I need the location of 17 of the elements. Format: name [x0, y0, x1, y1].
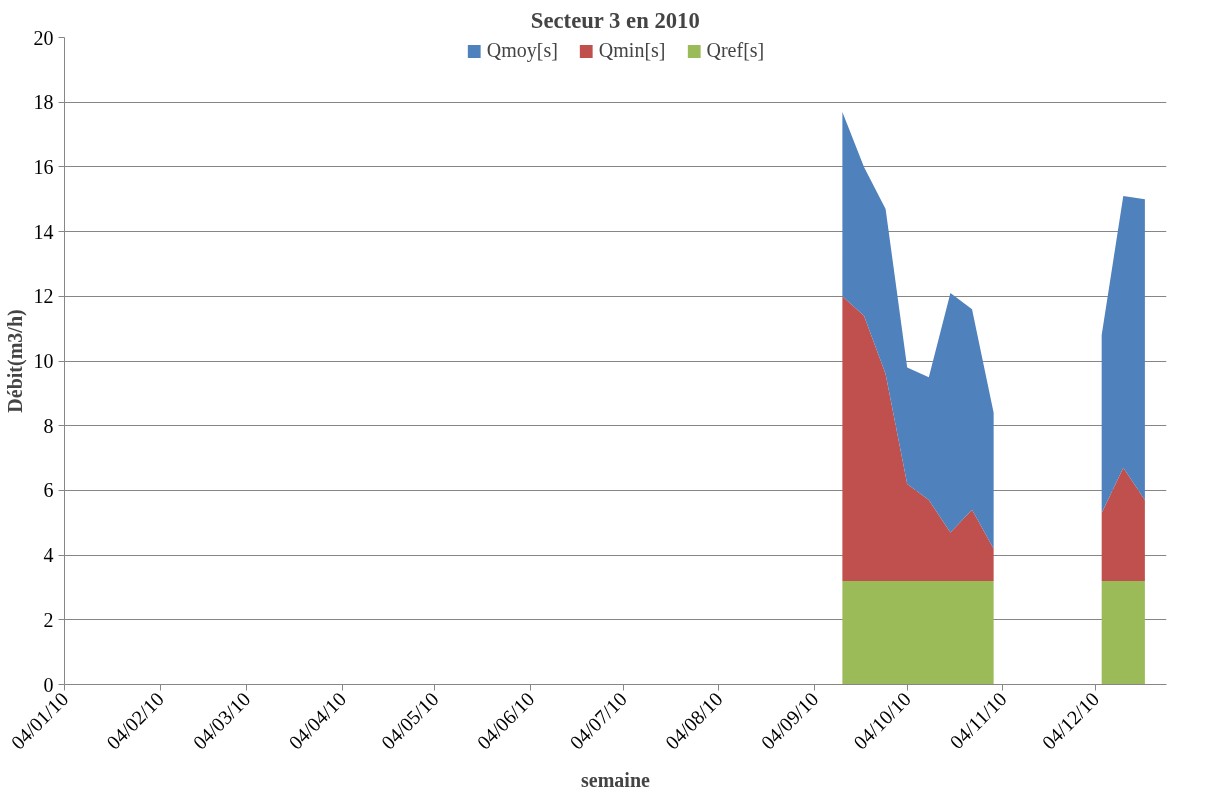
y-tick-label: 4	[43, 544, 54, 567]
legend-label: Qmin[s]	[598, 39, 666, 62]
legend-label: Qref[s]	[706, 39, 765, 62]
y-tick-label: 2	[43, 608, 54, 631]
legend-label: Qmoy[s]	[486, 39, 558, 62]
y-tick-label: 10	[33, 350, 54, 372]
y-tick-label: 18	[33, 91, 54, 114]
y-tick-label: 6	[43, 479, 54, 502]
y-tick-label: 16	[33, 155, 54, 178]
y-axis-title: Débit(m3/h)	[3, 309, 27, 413]
y-tick-label: 0	[43, 673, 54, 696]
x-axis-title: semaine	[581, 769, 651, 792]
chart-title: Secteur 3 en 2010	[530, 7, 700, 33]
y-tick-label: 20	[33, 26, 54, 49]
y-tick-label: 12	[33, 285, 54, 308]
y-tick-label: 8	[43, 414, 54, 437]
y-tick-label: 14	[33, 220, 54, 243]
